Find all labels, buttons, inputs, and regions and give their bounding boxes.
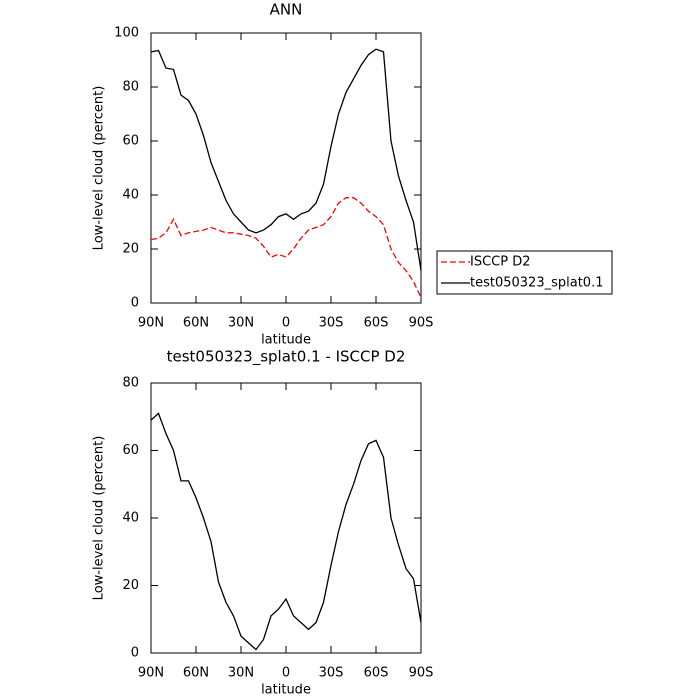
y-tick-label: 0 [131, 296, 139, 311]
y-axis-label: Low-level cloud (percent) [92, 86, 107, 251]
y-tick-label: 0 [131, 646, 139, 661]
y-tick-label: 60 [122, 443, 139, 458]
legend-label: ISCCP D2 [470, 255, 531, 270]
legend-box [436, 250, 613, 295]
y-tick-label: 20 [122, 242, 139, 257]
y-tick-label: 80 [122, 80, 139, 95]
y-tick-label: 80 [122, 376, 139, 391]
x-tick-label: 90S [409, 666, 434, 681]
data-line [150, 197, 422, 298]
x-tick-label: 90N [138, 316, 164, 331]
x-tick-label: 0 [282, 666, 290, 681]
x-tick-label: 60N [183, 316, 209, 331]
x-axis-label: latitude [261, 333, 311, 348]
chart-title: ANN [270, 1, 303, 19]
plot-frame [150, 32, 422, 304]
y-tick-label: 60 [122, 134, 139, 149]
x-tick-label: 30S [319, 666, 344, 681]
y-tick-label: 40 [122, 188, 139, 203]
y-axis-label: Low-level cloud (percent) [92, 436, 107, 601]
x-tick-label: 90S [409, 316, 434, 331]
legend-label: test050323_splat0.1 [470, 276, 603, 291]
x-tick-label: 30N [228, 316, 254, 331]
x-tick-label: 60S [364, 316, 389, 331]
x-tick-label: 90N [138, 666, 164, 681]
x-tick-label: 60S [364, 666, 389, 681]
data-line [150, 48, 422, 271]
y-tick-label: 100 [114, 26, 139, 41]
x-axis-label: latitude [261, 683, 311, 698]
data-line [150, 412, 422, 651]
y-tick-label: 40 [122, 511, 139, 526]
x-tick-label: 30S [319, 316, 344, 331]
y-tick-label: 20 [122, 578, 139, 593]
chart-title: test050323_splat0.1 - ISCCP D2 [167, 348, 406, 367]
x-tick-label: 30N [228, 666, 254, 681]
x-tick-label: 60N [183, 666, 209, 681]
x-tick-label: 0 [282, 316, 290, 331]
plot-frame [150, 382, 422, 654]
